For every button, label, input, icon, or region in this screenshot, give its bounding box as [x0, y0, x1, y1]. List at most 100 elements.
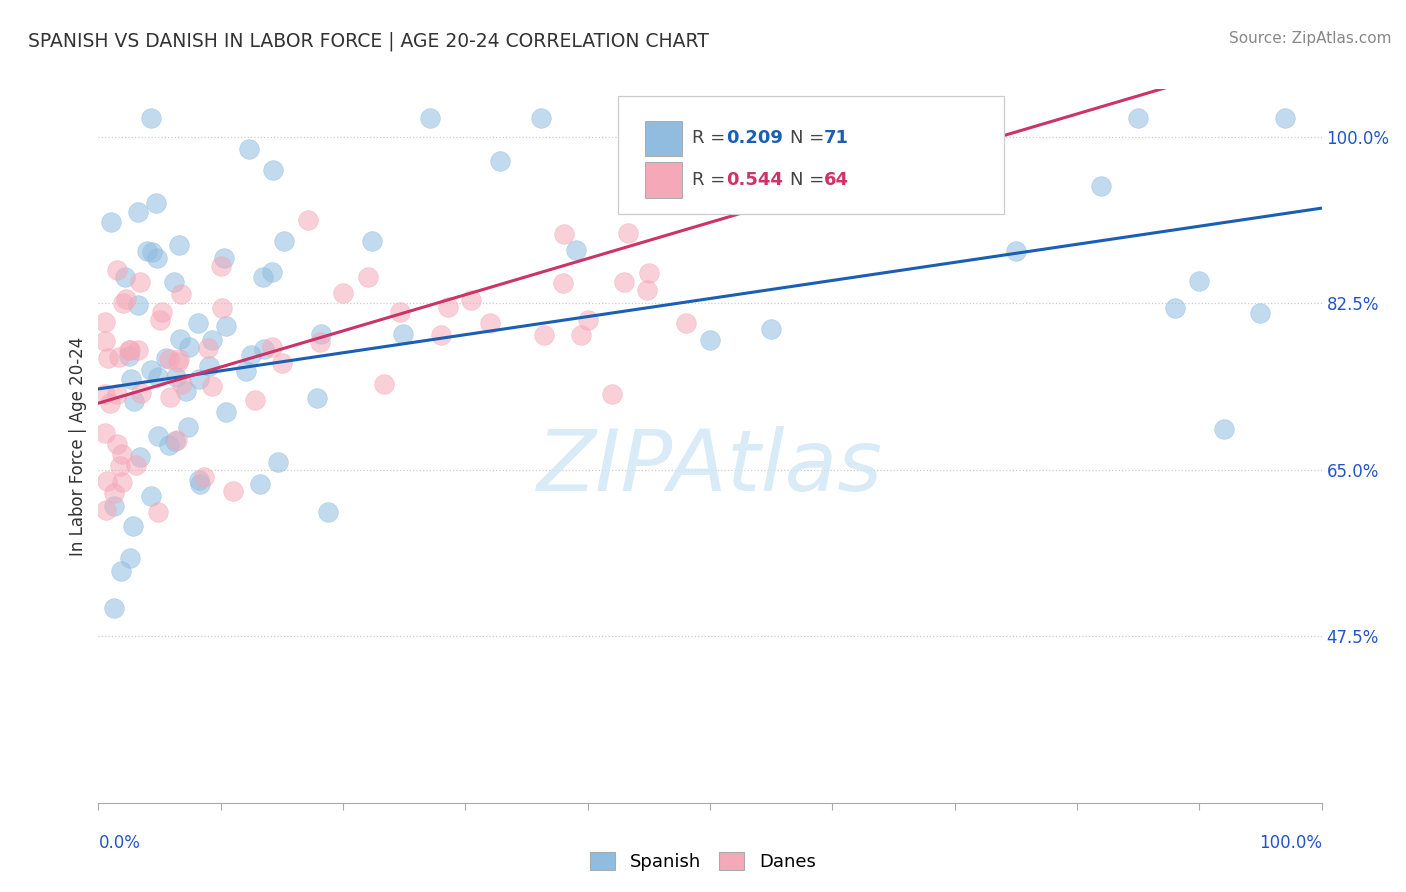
Text: 0.544: 0.544	[725, 171, 783, 189]
Point	[222, 484, 245, 499]
Point	[613, 275, 636, 289]
Point	[129, 450, 152, 465]
Text: ZIPAtlas: ZIPAtlas	[537, 425, 883, 509]
Point	[533, 328, 555, 343]
Point	[177, 420, 200, 434]
Point	[215, 318, 238, 333]
Text: R =: R =	[692, 129, 731, 147]
Point	[267, 455, 290, 469]
Point	[141, 244, 163, 259]
Point	[305, 391, 328, 405]
Point	[1004, 244, 1026, 259]
Point	[238, 142, 260, 156]
Point	[177, 340, 200, 354]
Point	[1212, 422, 1234, 436]
Point	[170, 377, 193, 392]
Point	[316, 505, 339, 519]
Point	[392, 326, 415, 341]
Point	[103, 600, 125, 615]
Point	[155, 351, 177, 366]
Point	[530, 111, 553, 125]
Point	[943, 153, 966, 167]
Point	[761, 322, 783, 336]
Point	[273, 234, 295, 248]
Point	[159, 390, 181, 404]
Point	[111, 475, 134, 489]
Point	[94, 502, 117, 516]
Text: 100.0%: 100.0%	[1258, 834, 1322, 852]
Point	[460, 293, 482, 307]
Point	[235, 364, 257, 378]
Point	[1274, 111, 1296, 125]
Point	[209, 260, 232, 274]
Point	[419, 111, 441, 125]
Point	[96, 475, 118, 489]
Point	[187, 316, 209, 330]
Point	[436, 300, 458, 314]
Point	[146, 251, 169, 265]
Text: 0.209: 0.209	[725, 129, 783, 147]
Point	[188, 372, 211, 386]
Point	[165, 434, 187, 448]
Point	[553, 276, 575, 290]
Point	[240, 348, 263, 362]
Point	[127, 343, 149, 357]
Point	[166, 433, 188, 447]
Point	[617, 227, 640, 241]
Point	[356, 269, 378, 284]
Text: R =: R =	[692, 171, 731, 189]
Point	[110, 564, 132, 578]
Point	[198, 359, 221, 374]
Point	[127, 298, 149, 312]
Point	[103, 499, 125, 513]
Y-axis label: In Labor Force | Age 20-24: In Labor Force | Age 20-24	[69, 336, 87, 556]
Point	[260, 340, 283, 354]
Point	[297, 212, 319, 227]
Point	[112, 296, 135, 310]
Point	[129, 276, 152, 290]
Point	[389, 305, 412, 319]
Point	[478, 316, 501, 330]
Point	[201, 333, 224, 347]
Point	[569, 327, 592, 342]
Text: N =: N =	[790, 171, 830, 189]
Point	[107, 437, 129, 451]
Point	[100, 215, 122, 229]
Point	[243, 393, 266, 408]
Point	[699, 333, 721, 347]
Point	[146, 370, 169, 384]
Point	[120, 372, 142, 386]
Text: Source: ZipAtlas.com: Source: ZipAtlas.com	[1229, 31, 1392, 46]
Point	[1164, 301, 1187, 315]
Point	[260, 265, 283, 279]
Point	[121, 519, 143, 533]
Point	[489, 153, 512, 168]
Point	[373, 377, 395, 392]
Point	[146, 429, 169, 443]
Point	[118, 343, 141, 357]
Point	[110, 448, 132, 462]
Point	[309, 327, 332, 342]
Point	[93, 315, 115, 329]
Point	[197, 341, 219, 355]
Point	[565, 244, 588, 258]
Point	[553, 227, 575, 242]
Point	[215, 405, 238, 419]
Point	[169, 238, 191, 252]
Point	[167, 351, 190, 366]
Point	[332, 285, 354, 300]
Point	[170, 287, 193, 301]
Point	[108, 459, 131, 474]
Text: 64: 64	[824, 171, 849, 189]
Point	[253, 342, 276, 356]
Point	[637, 266, 659, 280]
Point	[105, 263, 128, 277]
FancyBboxPatch shape	[619, 96, 1004, 214]
Point	[193, 470, 215, 484]
Point	[125, 458, 148, 472]
Point	[97, 351, 120, 365]
Point	[129, 385, 152, 400]
Point	[169, 332, 191, 346]
Point	[212, 252, 235, 266]
Text: 0.0%: 0.0%	[98, 834, 141, 852]
